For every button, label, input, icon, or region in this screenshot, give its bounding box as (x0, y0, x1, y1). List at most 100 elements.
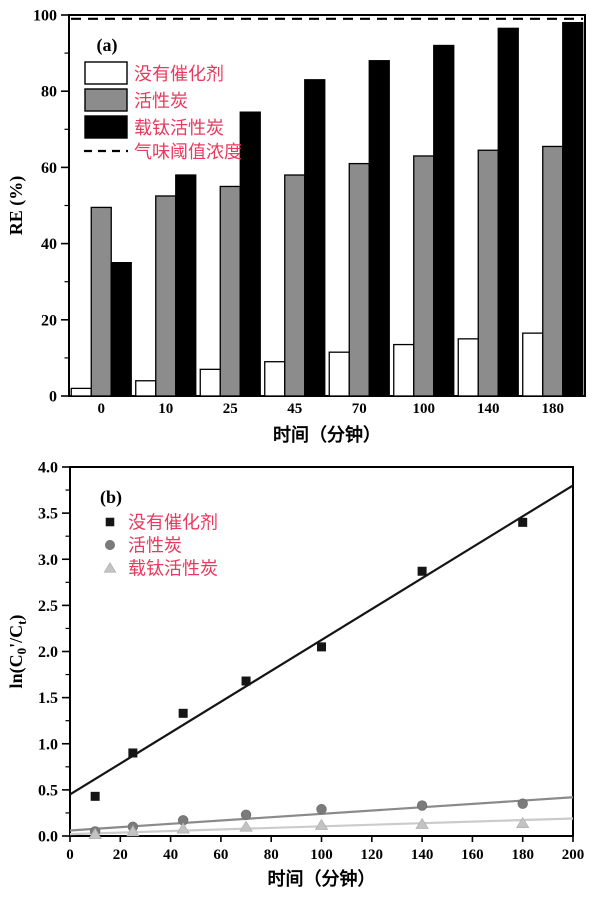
bar-gray (348, 162, 370, 397)
circle-marker (416, 800, 428, 811)
x-tick-label: 160 (461, 847, 484, 863)
legend-label: 没有催化剂 (134, 64, 224, 84)
x-category-label: 100 (413, 401, 436, 417)
triangle-marker (314, 818, 329, 830)
x-axis-title-a: 时间（分钟） (273, 424, 381, 445)
x-axis-title-b: 时间（分钟） (268, 868, 376, 889)
square-marker (317, 642, 326, 652)
legend-label: 载钛活性炭 (128, 559, 218, 579)
triangle-marker (239, 820, 253, 832)
square-marker (178, 708, 188, 718)
bar-gray (90, 206, 112, 397)
y-tick-label: 3.0 (38, 552, 58, 569)
legend-label: 活性炭 (128, 536, 182, 556)
circle-marker (240, 809, 252, 820)
series-triangle (88, 816, 530, 840)
triangle-marker (88, 827, 102, 840)
circle-marker (517, 798, 528, 809)
circle-marker (105, 540, 115, 550)
bar-gray (155, 195, 177, 397)
bar-black (562, 21, 584, 397)
bar-black (497, 27, 519, 397)
axes-a (61, 14, 586, 397)
bar-groups (70, 21, 584, 397)
x-category-label: 10 (158, 401, 173, 417)
triangle-marker (515, 816, 530, 828)
bar-white (264, 361, 286, 397)
bar-white (135, 380, 157, 397)
triangle-marker (176, 822, 190, 834)
bar-chart-panel-a: 0 20 40 60 80 100 0 10 25 45 70 100 140 180 (a) 没有催化剂 活性… (6, 8, 586, 445)
x-tick-label: 200 (562, 847, 585, 863)
square-marker (518, 517, 528, 527)
fit-line-square (69, 484, 574, 796)
y-tick-label: 0 (49, 389, 57, 406)
bar-black (175, 174, 197, 397)
y-tick-label: 2.5 (38, 598, 58, 615)
legend-label: 活性炭 (134, 91, 188, 111)
legend-swatch-gray (84, 88, 128, 112)
y-tick-label: 1.0 (38, 736, 58, 753)
bar-gray (477, 149, 499, 397)
x-tick-label: 0 (66, 847, 74, 863)
axes-b (62, 466, 574, 842)
x-tick-label: 100 (310, 847, 333, 863)
bar-black (110, 261, 132, 397)
triangle-marker (415, 817, 429, 829)
x-category-label: 70 (352, 401, 367, 417)
bar-white (393, 343, 415, 397)
square-marker (105, 517, 115, 527)
square-marker (241, 676, 251, 686)
y-tick-label: 2.0 (38, 644, 58, 661)
legend-label: 载钛活性炭 (134, 118, 224, 138)
legend-label-threshold: 气味阈值浓度 (134, 142, 242, 162)
bar-white (199, 368, 221, 397)
y-tick-label: 100 (33, 8, 57, 25)
y-tick-label: 20 (41, 312, 57, 329)
y-tick-label: 3.5 (38, 506, 58, 523)
x-tick-label: 140 (411, 847, 434, 863)
y-tick-label: 0.0 (38, 829, 58, 846)
y-tick-label: 40 (41, 236, 57, 253)
triangle-marker (103, 561, 117, 573)
square-marker (417, 566, 427, 576)
x-tick-label: 60 (213, 847, 228, 863)
y-tick-label: 60 (41, 160, 57, 177)
x-category-label: 45 (287, 401, 302, 417)
square-marker (128, 748, 138, 758)
bar-black (304, 79, 326, 397)
x-category-label: 140 (477, 401, 500, 417)
bar-gray (219, 185, 241, 397)
bar-gray (413, 155, 435, 397)
bar-black (239, 111, 261, 397)
x-tick-label: 40 (163, 847, 178, 863)
y-axis-title-a: RE (%) (6, 176, 27, 236)
legend-label: 没有催化剂 (128, 513, 218, 533)
y-tick-label: 80 (41, 84, 57, 101)
legend-swatch-black (84, 115, 128, 139)
y-axis-title-b: ln(C0'/Ct) (6, 615, 29, 689)
y-tick-label: 4.0 (38, 460, 58, 477)
x-tick-label: 80 (264, 847, 279, 863)
y-tick-label: 0.5 (38, 782, 58, 799)
legend-swatch-white (84, 61, 128, 85)
bar-gray (284, 174, 306, 397)
x-tick-label: 120 (361, 847, 384, 863)
x-category-label: 0 (98, 401, 106, 417)
x-tick-label: 180 (511, 847, 534, 863)
bar-black (433, 44, 455, 397)
bar-white (457, 338, 479, 397)
circle-marker (316, 804, 327, 815)
bar-black (368, 60, 390, 397)
scatter-chart-panel-b: 0 20 40 60 80 100 120 140 160 180 200 0.0 0.5 1.0 1.5 2… (0, 455, 600, 902)
x-category-label: 25 (223, 401, 238, 417)
bar-gray (542, 145, 564, 397)
x-category-label: 180 (542, 401, 565, 417)
panel-label-b: (b) (100, 487, 122, 508)
scatter-chart-svg: 0 20 40 60 80 100 120 140 160 180 200 0.0 0.5 1.0 1.5 2… (6, 460, 585, 890)
bar-white (522, 332, 544, 397)
square-marker (90, 791, 100, 801)
